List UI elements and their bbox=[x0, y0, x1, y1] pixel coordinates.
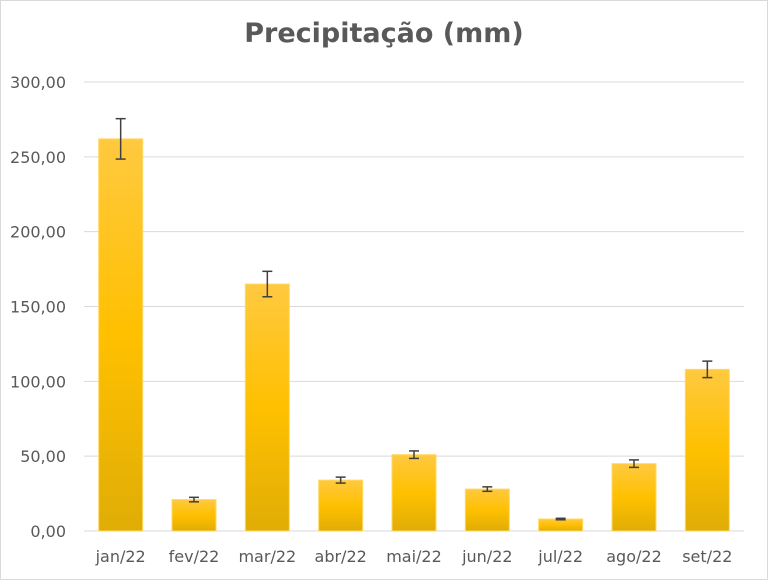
bar bbox=[538, 518, 584, 532]
y-tick-label: 250,00 bbox=[10, 148, 66, 167]
error-bar bbox=[555, 517, 566, 521]
bar bbox=[98, 138, 144, 532]
x-tick-label: ago/22 bbox=[606, 547, 662, 566]
x-tick-label: mar/22 bbox=[238, 547, 296, 566]
bar bbox=[171, 499, 217, 532]
x-tick-label: mai/22 bbox=[386, 547, 442, 566]
chart-title: Precipitação (mm) bbox=[244, 18, 524, 49]
error-bar bbox=[115, 117, 126, 160]
error-bar bbox=[409, 450, 419, 460]
bar bbox=[318, 479, 364, 532]
x-tick-label: jan/22 bbox=[95, 547, 146, 566]
bar bbox=[391, 454, 437, 532]
x-tick-label: set/22 bbox=[682, 547, 732, 566]
x-axis-ticks: jan/22 fev/22 mar/22 abr/22 mai/22 jun/22 jul/… bbox=[95, 547, 733, 566]
error-bar bbox=[262, 270, 273, 298]
y-tick-label: 50,00 bbox=[20, 447, 66, 466]
gridlines bbox=[84, 81, 744, 532]
y-tick-label: 200,00 bbox=[10, 223, 66, 242]
x-tick-label: jun/22 bbox=[461, 547, 512, 566]
x-tick-label: abr/22 bbox=[315, 547, 367, 566]
bar bbox=[684, 368, 730, 532]
x-tick-label: jul/22 bbox=[537, 547, 583, 566]
error-bars bbox=[115, 117, 713, 521]
bars bbox=[98, 138, 730, 532]
bar bbox=[244, 283, 290, 532]
error-bar bbox=[335, 476, 346, 484]
y-axis-ticks: 0,00 50,00 100,00 150,00 200,00 250,00 300,00 bbox=[10, 73, 66, 541]
x-tick-label: fev/22 bbox=[169, 547, 220, 566]
error-bar bbox=[482, 486, 493, 493]
bar bbox=[464, 488, 510, 532]
y-tick-label: 300,00 bbox=[10, 73, 66, 92]
error-bar bbox=[189, 496, 199, 503]
y-tick-label: 150,00 bbox=[10, 298, 66, 317]
y-tick-label: 0,00 bbox=[30, 522, 66, 541]
y-tick-label: 100,00 bbox=[10, 372, 66, 391]
error-bar bbox=[702, 360, 713, 379]
error-bar bbox=[629, 459, 639, 469]
bar bbox=[611, 463, 657, 532]
